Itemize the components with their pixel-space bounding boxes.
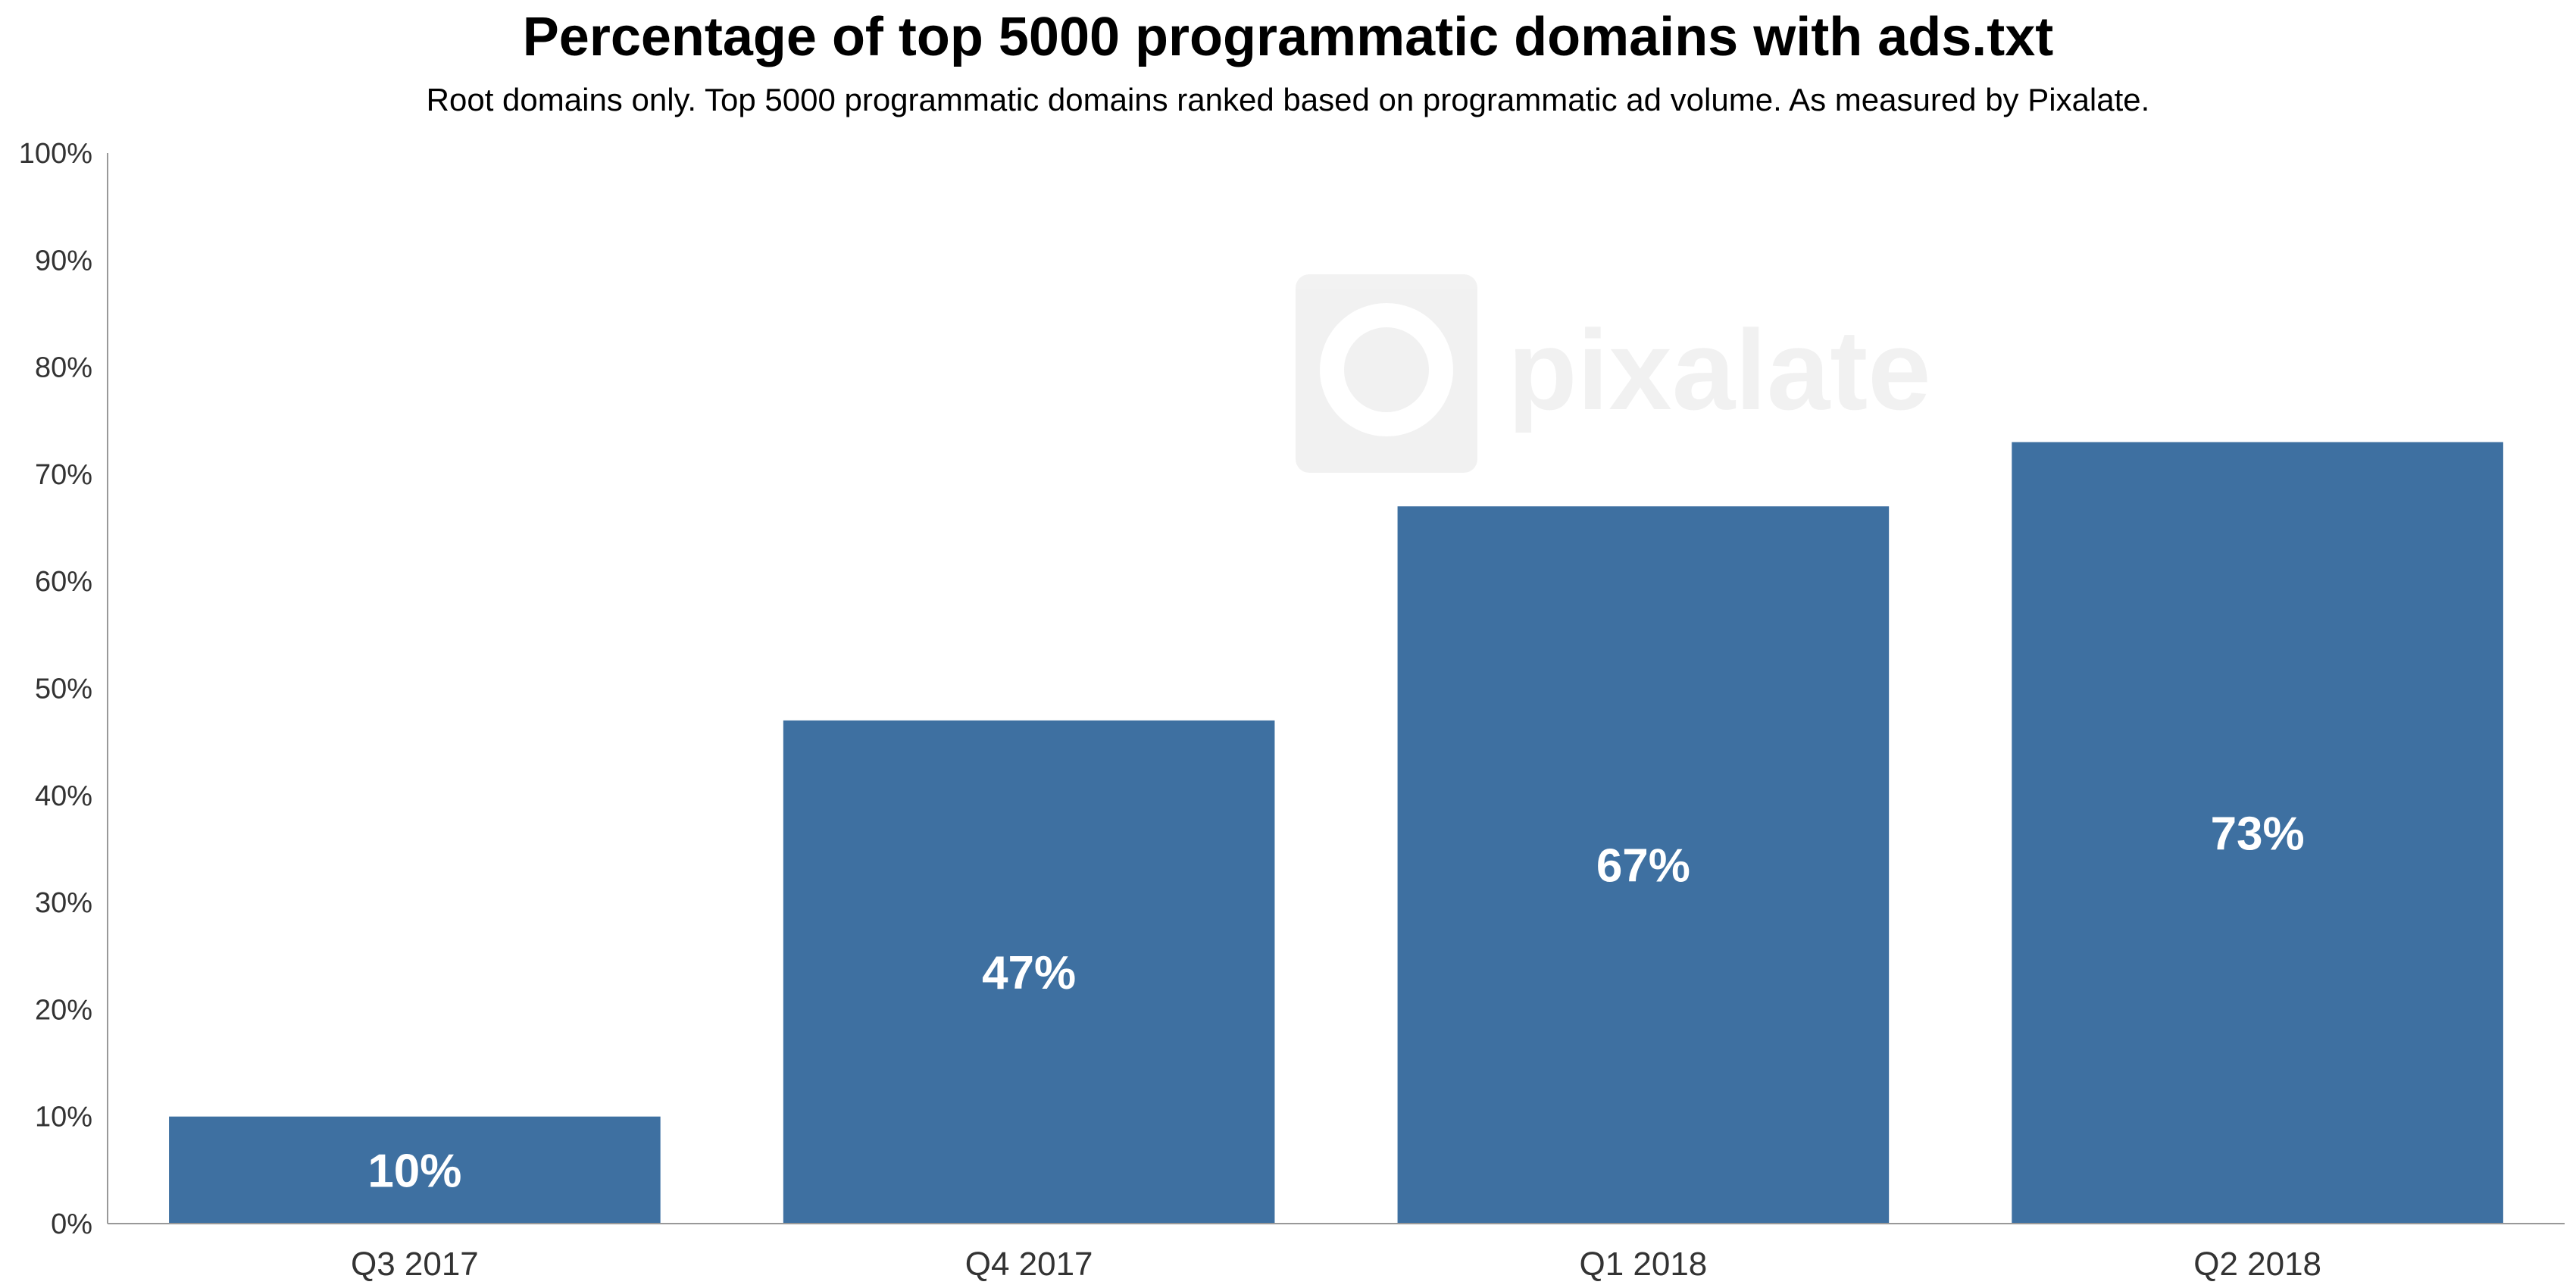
y-tick-label: 40% — [35, 780, 92, 812]
x-category-label: Q1 2018 — [1579, 1246, 1707, 1283]
y-tick-label: 0% — [51, 1208, 92, 1240]
bar-data-label: 73% — [2211, 808, 2305, 860]
x-category-label: Q3 2017 — [351, 1246, 479, 1283]
x-category-label: Q2 2018 — [2193, 1246, 2321, 1283]
y-tick-label: 50% — [35, 674, 92, 705]
y-tick-label: 70% — [35, 459, 92, 491]
y-axis-ticks: 0% 10% 20% 30% 40% 50% 60% 70% 80% 90% 100% — [19, 138, 92, 1240]
pixalate-logo-mark — [1296, 274, 1477, 473]
bar-data-label: 47% — [982, 947, 1076, 999]
y-tick-label: 20% — [35, 994, 92, 1026]
bar — [169, 1116, 661, 1224]
x-axis-categories: Q3 2017 Q4 2017 Q1 2018 Q2 2018 — [351, 1246, 2321, 1283]
bar — [783, 720, 1275, 1224]
pixalate-watermark: pixalate — [1296, 274, 1931, 473]
x-category-label: Q4 2017 — [965, 1246, 1093, 1283]
y-tick-label: 60% — [35, 566, 92, 598]
y-tick-label: 80% — [35, 352, 92, 384]
chart-title: Percentage of top 5000 programmatic doma… — [522, 7, 2054, 67]
pixalate-logo-ring — [1320, 303, 1453, 436]
y-tick-label: 30% — [35, 887, 92, 919]
pixalate-wordmark: pixalate — [1508, 306, 1931, 433]
y-tick-label: 100% — [19, 138, 92, 170]
bar — [1397, 506, 1890, 1224]
y-tick-label: 90% — [35, 245, 92, 277]
bar-data-label: 10% — [367, 1145, 461, 1197]
y-tick-label: 10% — [35, 1102, 92, 1133]
bar-data-label: 67% — [1596, 840, 1690, 893]
chart-subtitle: Root domains only. Top 5000 programmatic… — [426, 82, 2150, 117]
bars-group: 10% 47% 67% 73% — [169, 442, 2503, 1224]
bar — [2012, 442, 2503, 1224]
